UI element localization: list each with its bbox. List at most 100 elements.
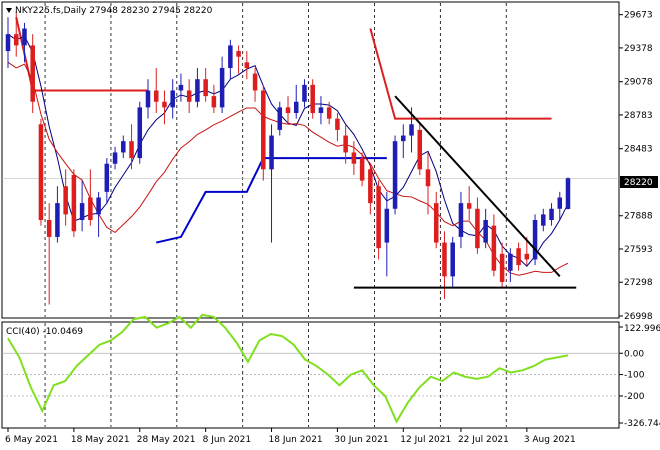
cci-axis: 122.9967 0.00 -100 -200 -326.744 [619,324,660,429]
time-label: 8 Jun 2021 [203,435,251,445]
symbol-info: NKY225.fs,Daily 27948 28230 27945 28220 [15,6,213,16]
candle-body [252,73,258,91]
candle-body [450,242,455,277]
candle-body [557,197,563,209]
candle-body [508,253,513,271]
price-label: 29673 [624,11,653,21]
candle-body [285,107,291,114]
candle-body [277,107,283,130]
candle-body [137,107,143,159]
main-panel-frame [1,1,620,319]
candle-body [310,84,315,114]
cci-scale-label: 0.00 [624,349,644,359]
candle-body [458,203,464,237]
time-label: 30 Jun 2021 [334,435,388,445]
candle-body [79,203,85,221]
candle-body [104,163,110,192]
candle-body [112,152,118,164]
current-price-marker: 28220 [620,176,658,188]
candle-body [88,197,93,221]
candle-body [466,203,472,209]
current-price: 28220 [624,178,653,188]
candle-body [532,220,538,260]
candle-body [96,197,101,215]
cci-scale-label: 122.9967 [624,324,660,334]
candle-body [302,84,307,102]
candle-body [55,203,60,237]
cci-scale-label: -100 [624,371,645,381]
candle-body [269,135,274,170]
candle-body [565,178,571,209]
candle-body [186,90,192,102]
cci-scale-label: -200 [624,392,645,402]
candle-body [549,208,554,221]
candle-body [38,124,44,221]
candle-body [46,220,52,237]
candlestick-series [5,11,571,305]
candle-body [236,51,241,57]
candle-body [433,203,439,243]
candle-body [211,96,217,108]
candle-body [153,90,159,102]
candle-body [524,253,530,260]
time-label: 22 Jul 2021 [458,435,509,445]
time-separators [44,3,507,427]
candle-body [376,186,381,249]
candle-body [359,158,365,181]
candle-body [351,152,357,164]
candle-body [261,90,266,170]
candle-body [326,107,332,119]
cci-scale-label: -326.744 [624,419,660,429]
price-label: 28783 [624,111,653,121]
candle-body [195,79,200,102]
candle-body [170,90,175,108]
header-icon [6,8,12,13]
candle-body [417,129,423,170]
price-label: 27593 [624,245,653,255]
candle-body [219,67,225,108]
candle-body [516,248,521,266]
candle-body [293,101,299,114]
candle-body [30,45,35,102]
candle-body [483,220,488,243]
candle-body [178,84,184,91]
support-stepline [156,157,387,244]
candle-body [5,34,11,52]
cci-levels [2,352,619,397]
cci-panel-frame [1,321,620,429]
time-label: 28 May 2021 [137,435,196,445]
candle-body [499,253,505,282]
price-label: 27298 [624,278,653,288]
candle-body [63,186,68,215]
candle-body [475,208,480,249]
candle-body [203,79,208,97]
candle-body [244,62,250,68]
downtrend-line [394,95,561,278]
candle-body [318,107,324,114]
price-label: 29078 [624,78,653,88]
price-label: 28483 [624,145,653,155]
time-label: 12 Jul 2021 [400,435,451,445]
candle-body [541,214,546,226]
candle-body [442,242,447,277]
cci-series [7,313,569,424]
candle-body [162,101,167,108]
candle-body [335,118,340,130]
candle-body [392,141,398,209]
price-axis: 29673 29378 29078 28783 28483 27888 27593 27298… [619,11,653,322]
time-label: 3 Aug 2021 [524,435,576,445]
candle-body [343,135,348,153]
candle-body [145,90,151,108]
candle-body [121,141,126,153]
candle-body [384,208,390,243]
time-label: 18 May 2021 [71,435,130,445]
candle-body [401,135,406,142]
candle-body [425,169,431,187]
candle-body [491,225,497,271]
time-axis: 6 May 2021 18 May 2021 28 May 2021 8 Jun 20… [5,428,576,445]
price-label: 27888 [624,212,653,222]
candle-body [71,174,77,232]
candle-body [13,34,19,46]
price-label: 26998 [624,312,653,322]
